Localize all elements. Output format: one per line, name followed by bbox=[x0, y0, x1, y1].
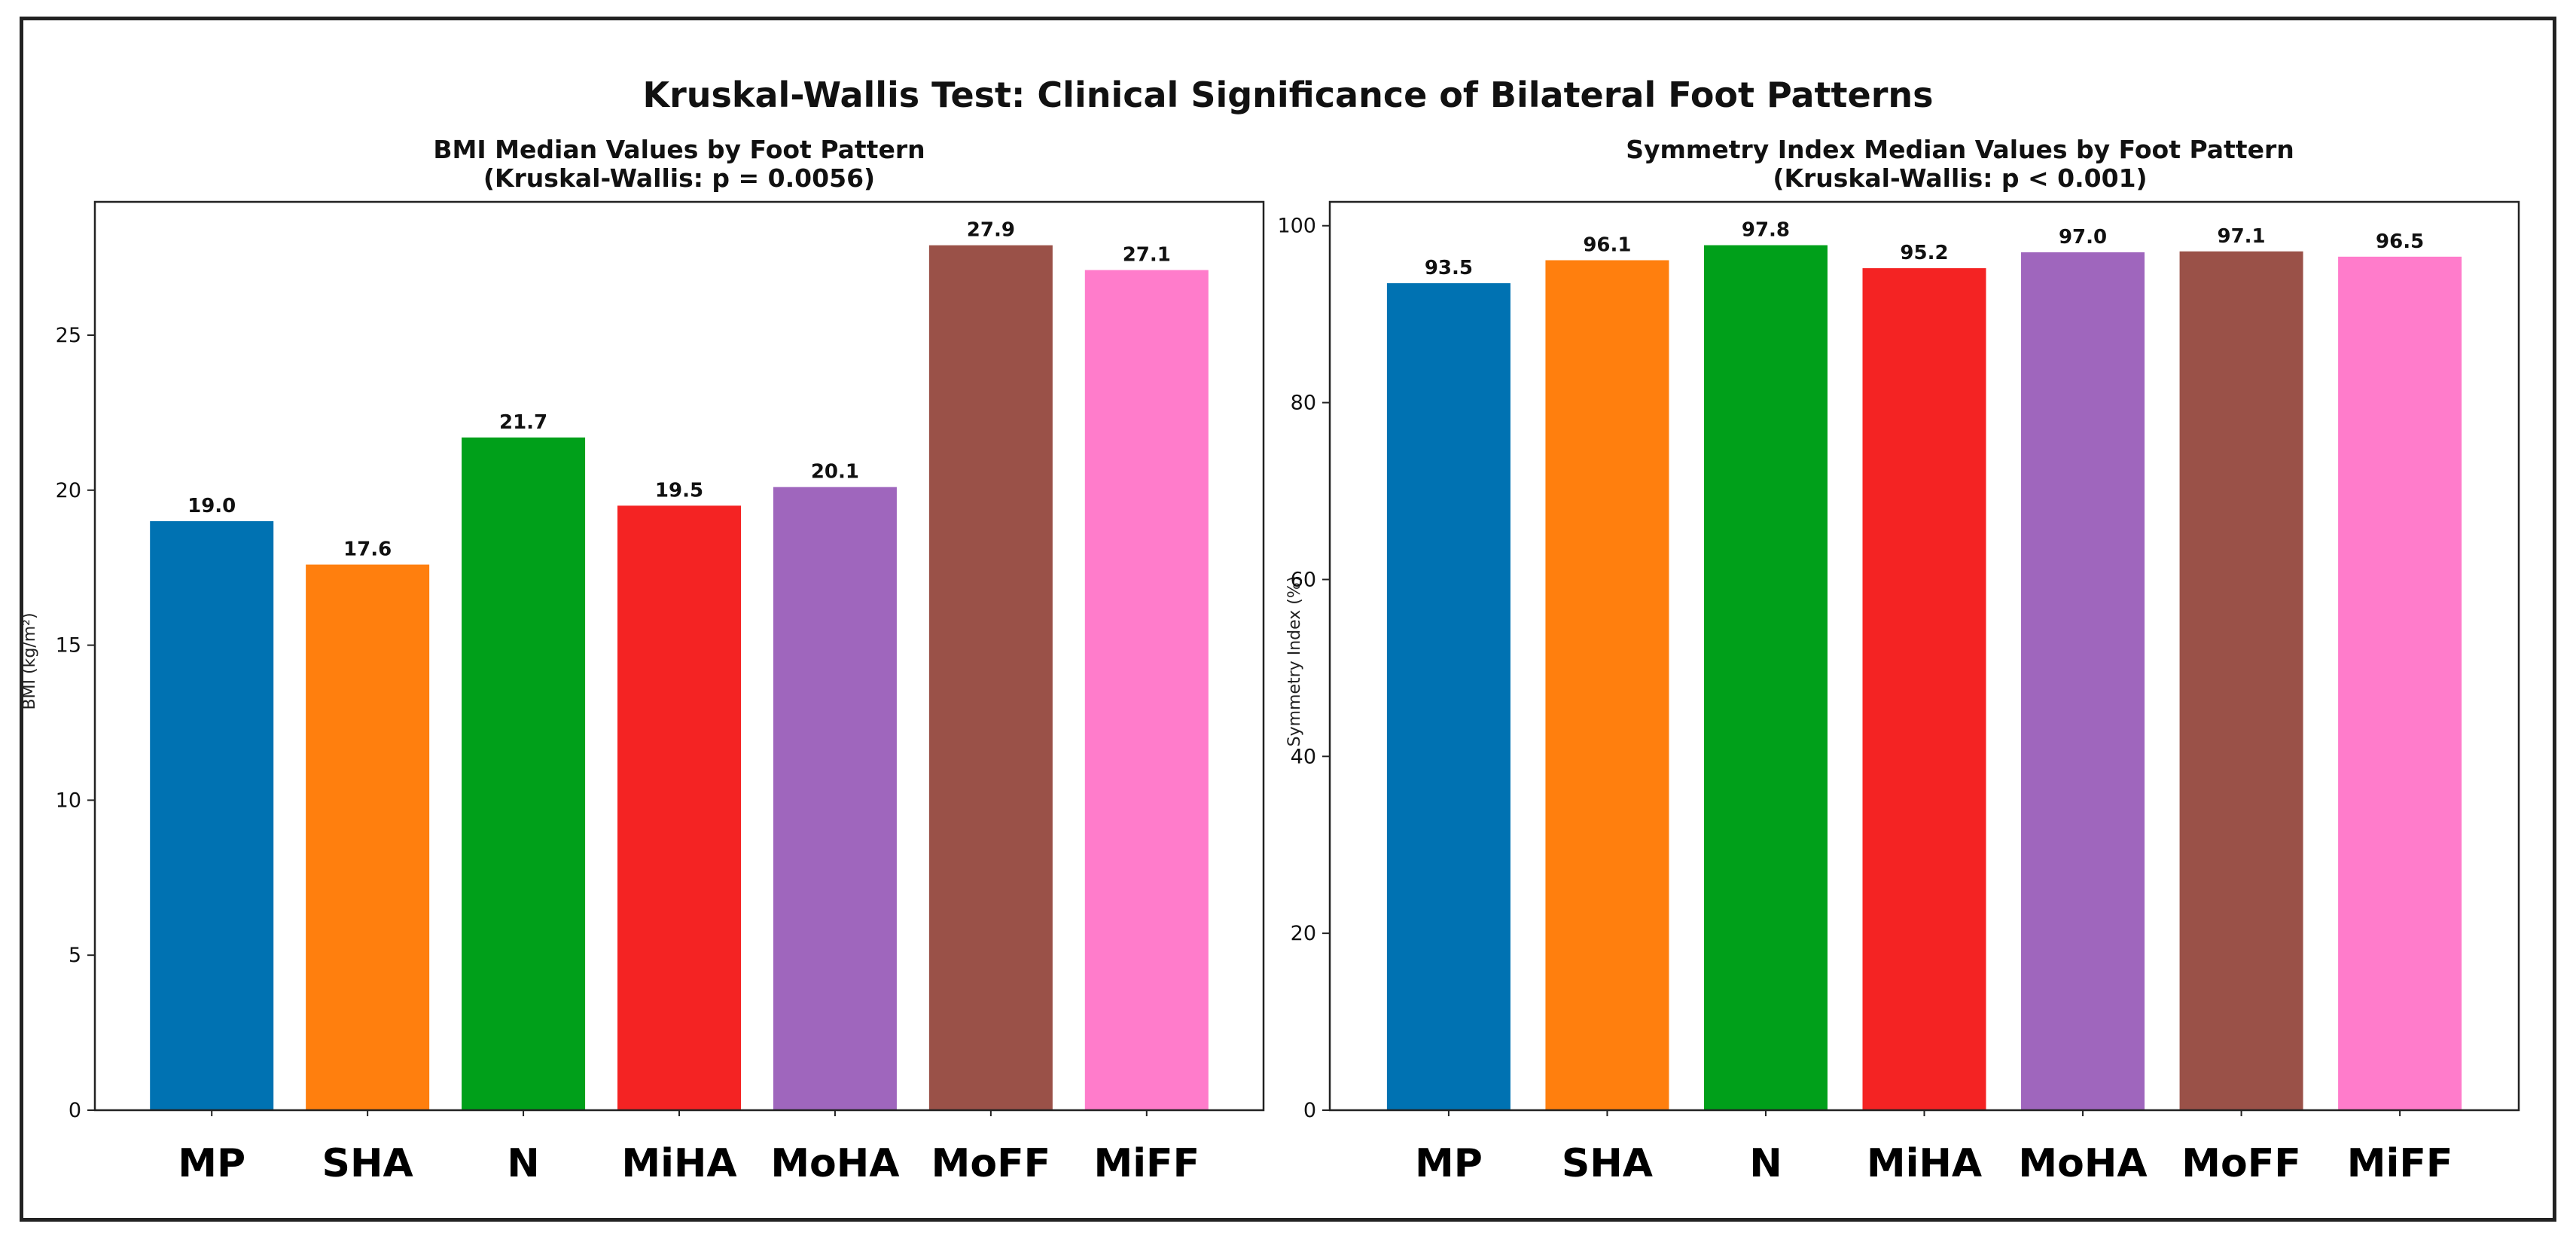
bmi-category-label-moff: MoFF bbox=[931, 1141, 1051, 1186]
symmetry-bar-moff[interactable] bbox=[2179, 251, 2303, 1110]
bmi-category-label-sha: SHA bbox=[322, 1141, 413, 1186]
symmetry-value-label-n: 97.8 bbox=[1742, 219, 1790, 242]
bmi-chart-subtitle: (Kruskal-Wallis: p = 0.0056) bbox=[483, 163, 875, 193]
symmetry-value-label-miha: 95.2 bbox=[1900, 242, 1948, 264]
symmetry-value-label-moff: 97.1 bbox=[2217, 225, 2265, 248]
symmetry-value-label-sha: 96.1 bbox=[1583, 234, 1631, 257]
symmetry-y-tick-label: 80 bbox=[1291, 392, 1316, 415]
symmetry-bar-miff[interactable] bbox=[2338, 256, 2462, 1110]
symmetry-y-tick-label: 20 bbox=[1291, 922, 1316, 945]
bmi-y-tick-label: 20 bbox=[56, 479, 81, 502]
bmi-bar-mp[interactable] bbox=[150, 520, 274, 1110]
bmi-category-label-miff: MiFF bbox=[1093, 1141, 1200, 1186]
bmi-value-label-mp: 19.0 bbox=[187, 495, 236, 517]
symmetry-y-tick-label: 40 bbox=[1291, 745, 1316, 768]
symmetry-category-label-sha: SHA bbox=[1562, 1141, 1653, 1186]
bmi-chart-panel: BMI Median Values by Foot Pattern (Krusk… bbox=[20, 135, 1265, 1186]
bmi-y-tick-label: 10 bbox=[56, 789, 81, 812]
bmi-bar-n[interactable] bbox=[462, 437, 586, 1110]
bmi-value-label-moha: 20.1 bbox=[811, 461, 859, 484]
symmetry-category-label-moff: MoFF bbox=[2181, 1141, 2301, 1186]
bmi-category-label-n: N bbox=[507, 1141, 540, 1186]
symmetry-category-label-mp: MP bbox=[1415, 1141, 1483, 1186]
symmetry-category-label-n: N bbox=[1749, 1141, 1782, 1186]
symmetry-bar-sha[interactable] bbox=[1545, 260, 1669, 1110]
bmi-value-label-miff: 27.1 bbox=[1123, 244, 1171, 267]
symmetry-axes-frame bbox=[1328, 200, 2520, 1112]
figure-title: Kruskal-Wallis Test: Clinical Significan… bbox=[642, 75, 1934, 115]
symmetry-y-tick-label: 100 bbox=[1277, 215, 1316, 238]
symmetry-y-tick-label: 0 bbox=[1303, 1099, 1316, 1122]
bmi-value-label-sha: 17.6 bbox=[343, 539, 392, 561]
bmi-value-label-moff: 27.9 bbox=[967, 219, 1015, 242]
symmetry-y-axis-label: Symmetry Index (%) bbox=[1285, 576, 1304, 747]
symmetry-category-label-moha: MoHA bbox=[2018, 1141, 2147, 1186]
bmi-chart-title: BMI Median Values by Foot Pattern bbox=[433, 135, 925, 164]
symmetry-value-label-mp: 93.5 bbox=[1425, 257, 1473, 279]
bmi-category-label-moha: MoHA bbox=[770, 1141, 899, 1186]
symmetry-bar-miha[interactable] bbox=[1862, 268, 1986, 1111]
symmetry-value-label-miff: 96.5 bbox=[2376, 230, 2424, 253]
bmi-y-tick-label: 15 bbox=[56, 634, 81, 658]
bmi-value-label-miha: 19.5 bbox=[655, 479, 703, 502]
bmi-bar-moff[interactable] bbox=[928, 245, 1053, 1111]
bmi-bar-moha[interactable] bbox=[773, 487, 897, 1110]
symmetry-chart-panel: Symmetry Index Median Values by Foot Pat… bbox=[1277, 135, 2520, 1186]
symmetry-y-tick-label: 60 bbox=[1291, 568, 1316, 591]
bmi-bar-miha[interactable] bbox=[617, 505, 741, 1110]
bmi-value-label-n: 21.7 bbox=[499, 411, 547, 434]
bmi-bar-sha[interactable] bbox=[306, 564, 430, 1110]
symmetry-bar-moha[interactable] bbox=[2021, 252, 2145, 1110]
symmetry-bar-n[interactable] bbox=[1703, 245, 1828, 1110]
symmetry-chart-subtitle: (Kruskal-Wallis: p < 0.001) bbox=[1773, 163, 2147, 193]
bmi-category-label-mp: MP bbox=[178, 1141, 245, 1186]
symmetry-category-label-miff: MiFF bbox=[2347, 1141, 2453, 1186]
symmetry-chart-title: Symmetry Index Median Values by Foot Pat… bbox=[1626, 135, 2294, 164]
symmetry-bar-mp[interactable] bbox=[1386, 283, 1511, 1111]
bmi-y-tick-label: 0 bbox=[69, 1099, 81, 1122]
bmi-y-tick-label: 25 bbox=[56, 324, 81, 347]
bmi-y-axis-label: BMI (kg/m²) bbox=[20, 612, 39, 709]
bmi-y-tick-label: 5 bbox=[69, 944, 81, 967]
bmi-axes-frame bbox=[93, 200, 1265, 1112]
bmi-bar-miff[interactable] bbox=[1084, 270, 1209, 1111]
symmetry-value-label-moha: 97.0 bbox=[2059, 226, 2107, 249]
symmetry-category-label-miha: MiHA bbox=[1867, 1141, 1982, 1186]
bmi-category-label-miha: MiHA bbox=[621, 1141, 736, 1186]
